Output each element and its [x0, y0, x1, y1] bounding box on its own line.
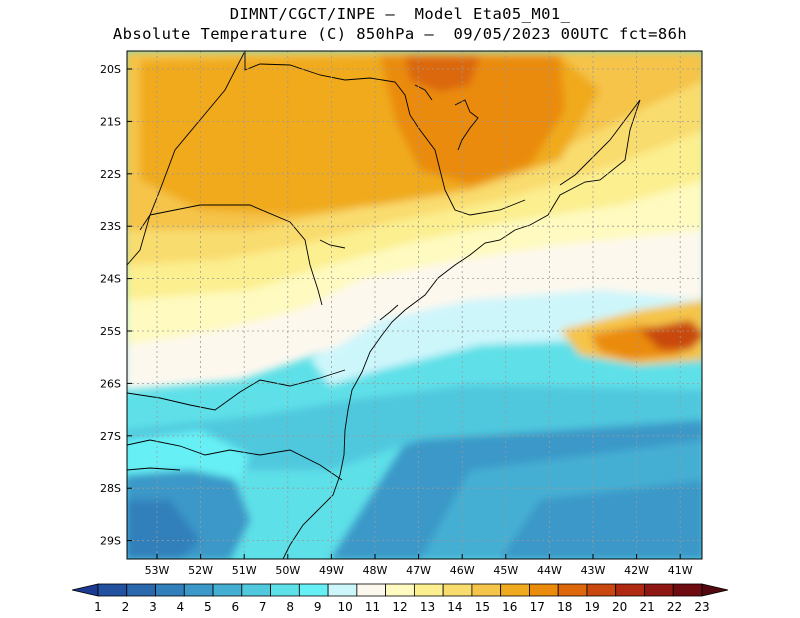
- lon-label: 53W: [145, 564, 170, 577]
- colorbar-segment: [471, 583, 502, 597]
- colorbar-segment: [500, 583, 530, 597]
- lat-label: 27S: [100, 430, 121, 443]
- lat-label: 23S: [100, 220, 121, 233]
- colorbar-segment: [97, 583, 128, 597]
- lon-label: 48W: [363, 564, 388, 577]
- colorbar-segment: [672, 583, 703, 597]
- colorbar-segment: [586, 583, 617, 597]
- colorbar-label: 9: [314, 600, 322, 614]
- colorbar-segment: [327, 583, 358, 597]
- colorbar-label: 22: [667, 600, 682, 614]
- lon-label: 49W: [319, 564, 344, 577]
- colorbar-segment: [442, 583, 473, 597]
- island-sao-francisco: [379, 304, 399, 321]
- colorbar-segment: [385, 583, 415, 597]
- colorbar-arrow-right: [701, 583, 729, 597]
- colorbar-label: 10: [337, 600, 352, 614]
- lon-label: 46W: [450, 564, 475, 577]
- colorbar-segment: [356, 583, 387, 597]
- colorbar-segment: [212, 583, 243, 597]
- colorbar-label: 18: [557, 600, 572, 614]
- colorbar-label: 1: [94, 600, 102, 614]
- lat-label: 20S: [100, 63, 121, 76]
- colorbar-label: 3: [149, 600, 157, 614]
- lat-label: 24S: [100, 273, 121, 286]
- colorbar-segment: [183, 583, 214, 597]
- lon-label: 42W: [624, 564, 649, 577]
- colorbar-label: 7: [259, 600, 267, 614]
- reservoir-furnas: [454, 99, 479, 151]
- border-pr-sc: [127, 369, 346, 411]
- temperature-field: [127, 51, 702, 559]
- colorbar-segment: [241, 583, 271, 597]
- colorbar-label: 23: [694, 600, 709, 614]
- border-mg-es: [559, 99, 641, 186]
- border-sp-mg: [244, 51, 526, 216]
- colorbar-arrow-left: [71, 583, 99, 597]
- lon-label: 44W: [537, 564, 562, 577]
- latitude-axis: 20S 21S 22S 23S 24S 25S 26S 27S 28S 29S: [100, 63, 132, 548]
- colorbar-segment: [155, 583, 185, 597]
- colorbar: 1 2 3 4 5 6 7 8 9 10 11 12 13 14 15 16 17 18 19 20 21 22 23: [71, 583, 729, 614]
- lon-label: 51W: [232, 564, 257, 577]
- border-west: [127, 214, 151, 266]
- lat-label: 28S: [100, 482, 121, 495]
- lon-label: 47W: [406, 564, 431, 577]
- lat-label: 21S: [100, 115, 121, 128]
- colorbar-label: 17: [530, 600, 545, 614]
- longitude-axis: 53W 52W 51W 50W 49W 48W 47W 46W 45W 44W 43W 42W 41W: [145, 554, 693, 577]
- border-sc-rs: [127, 439, 343, 481]
- colorbar-label: 15: [475, 600, 490, 614]
- colorbar-segment: [644, 583, 674, 597]
- colorbar-label: 16: [502, 600, 517, 614]
- colorbar-label: 13: [420, 600, 435, 614]
- colorbar-segment: [298, 583, 329, 597]
- colorbar-label: 12: [392, 600, 407, 614]
- colorbar-segment: [126, 583, 156, 597]
- colorbar-label: 5: [204, 600, 212, 614]
- colorbar-segment: [557, 583, 588, 597]
- lon-label: 43W: [581, 564, 606, 577]
- colorbar-label: 2: [122, 600, 130, 614]
- border-argentina: [127, 467, 181, 471]
- colorbar-segment: [529, 583, 559, 597]
- lon-label: 50W: [275, 564, 300, 577]
- map-frame: [126, 50, 703, 560]
- colorbar-label: 14: [447, 600, 462, 614]
- colorbar-label: 6: [231, 600, 239, 614]
- lat-label: 25S: [100, 325, 121, 338]
- colorbar-label: 11: [365, 600, 380, 614]
- colorbar-label: 21: [639, 600, 654, 614]
- colorbar-label: 19: [585, 600, 600, 614]
- border-pr-sp: [149, 204, 323, 306]
- colorbar-label: 20: [612, 600, 627, 614]
- lon-label: 52W: [188, 564, 213, 577]
- coordinate-grid: [127, 51, 702, 559]
- lat-label: 26S: [100, 377, 121, 390]
- map-title-line-2: Absolute Temperature (C) 850hPa – 09/05/…: [112, 25, 688, 43]
- colorbar-segment: [413, 583, 444, 597]
- colorbar-segment: [270, 583, 300, 597]
- lon-label: 45W: [493, 564, 518, 577]
- lat-label: 29S: [100, 535, 121, 548]
- colorbar-label: 4: [177, 600, 185, 614]
- coastline-and-borders: [127, 51, 641, 559]
- colorbar-segment: [615, 583, 645, 597]
- colorbar-label: 8: [286, 600, 294, 614]
- lon-label: 41W: [668, 564, 693, 577]
- lat-label: 22S: [100, 168, 121, 181]
- reservoir-parana: [319, 239, 346, 249]
- map-title-line-1: DIMNT/CGCT/INPE – Model Eta05_M01_: [229, 5, 571, 23]
